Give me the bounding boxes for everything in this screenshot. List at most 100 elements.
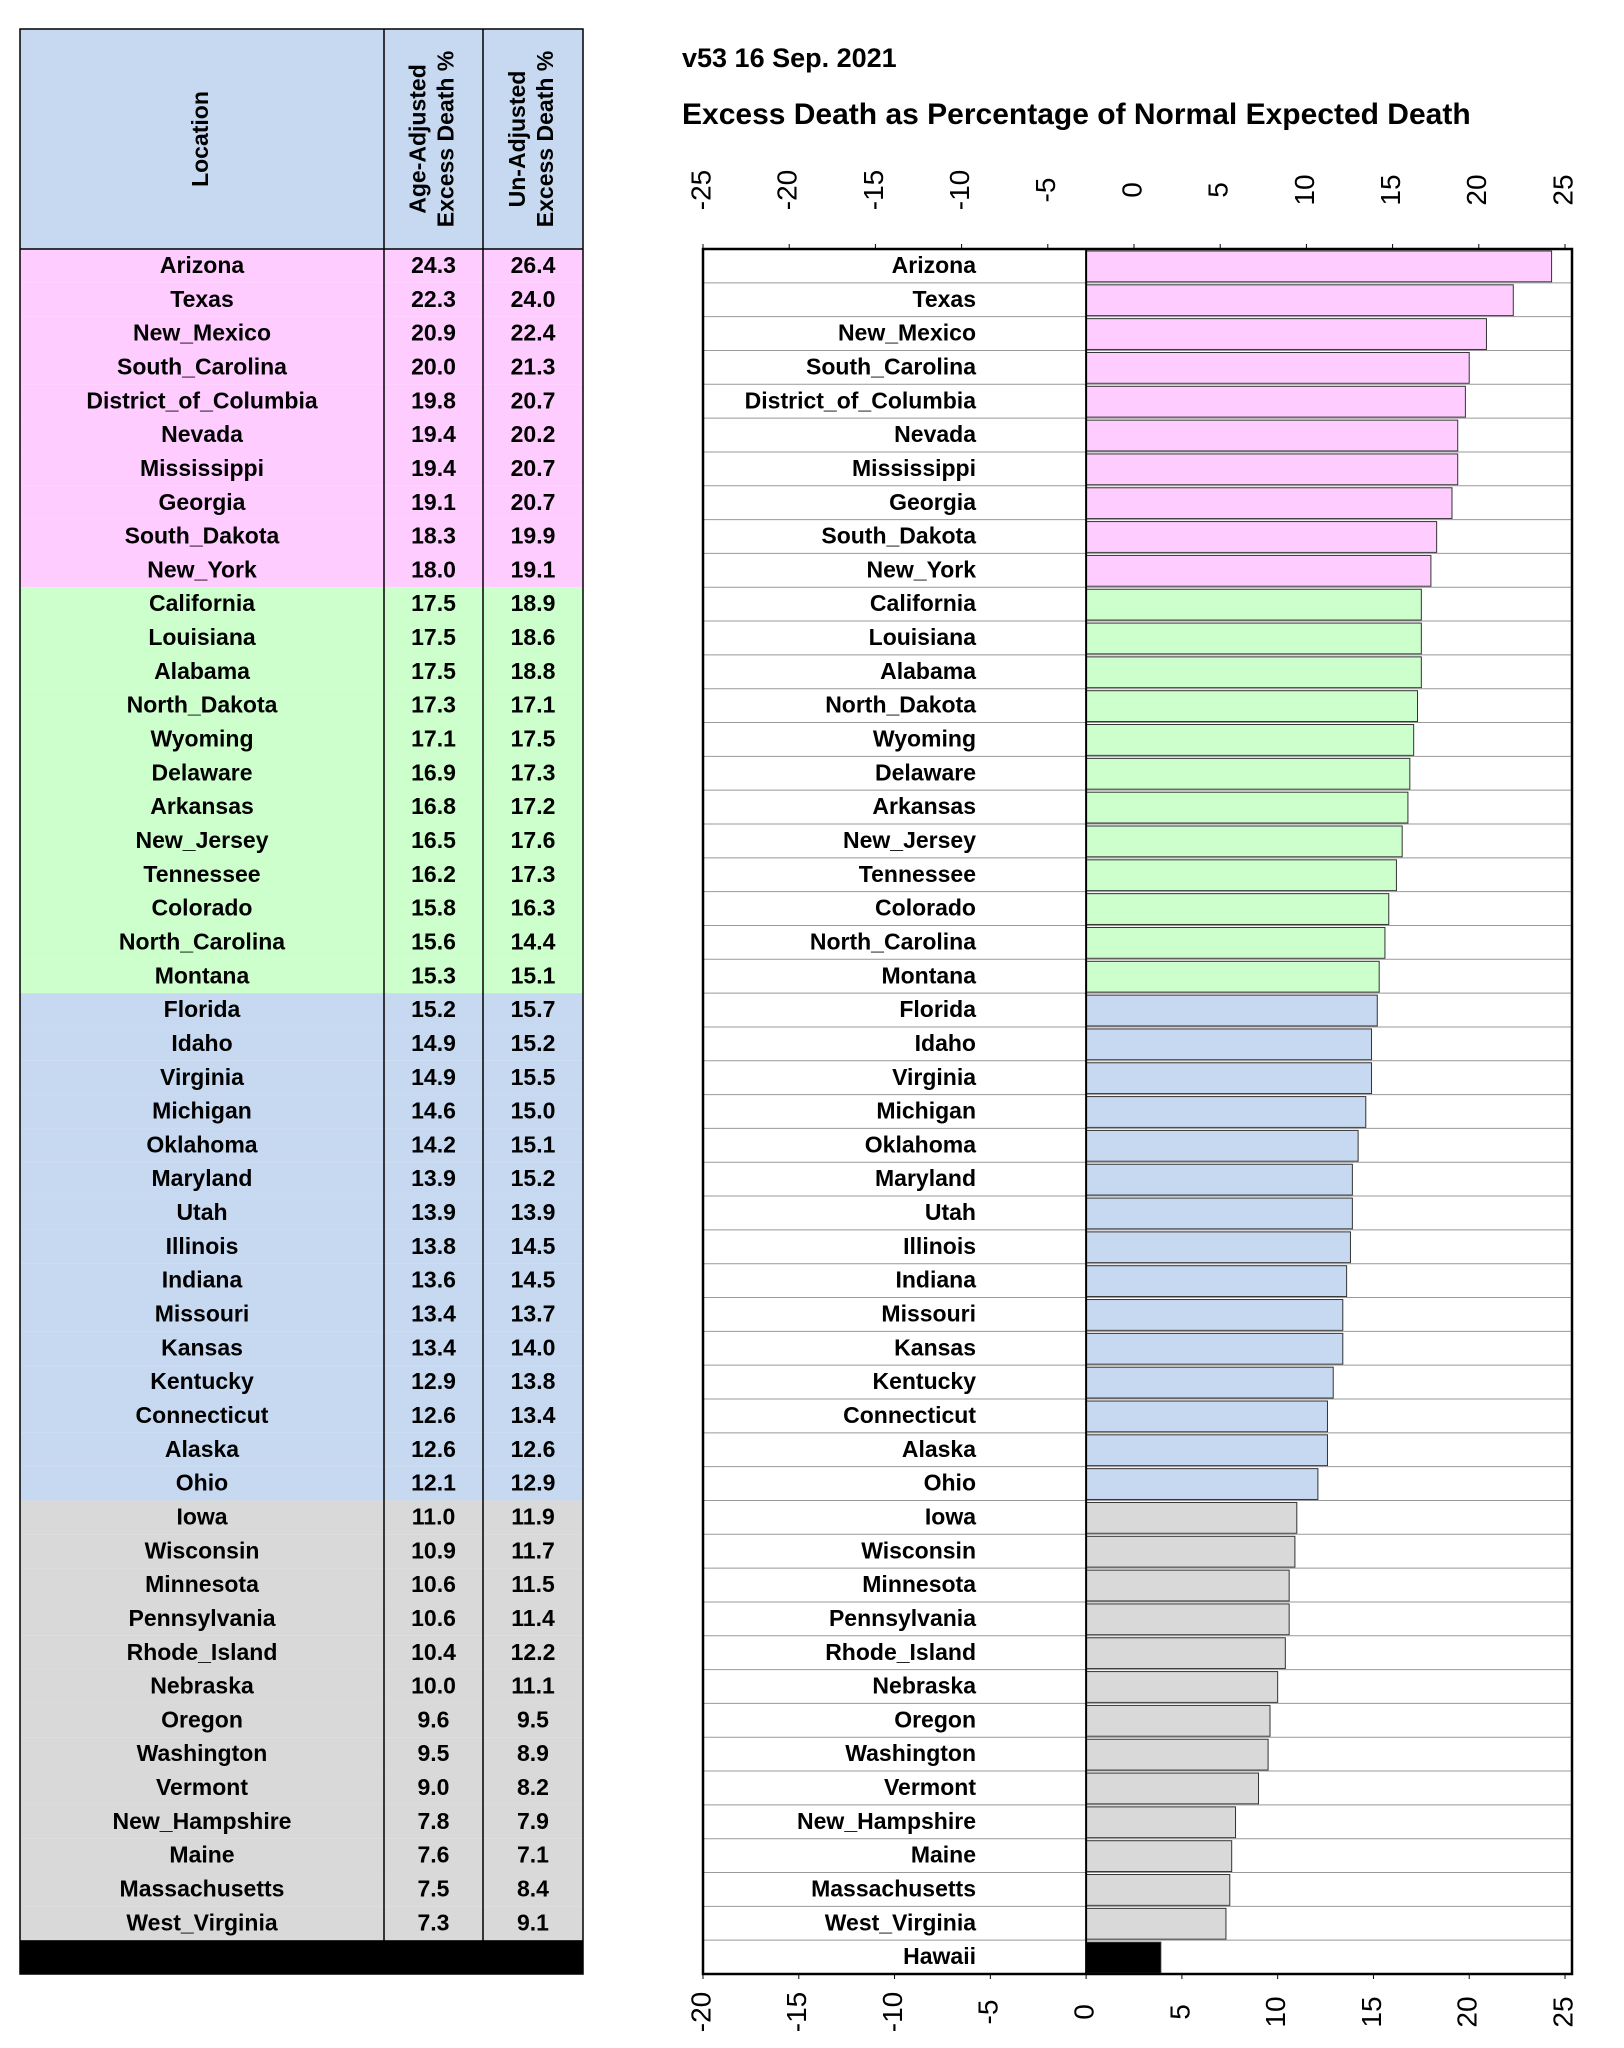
category-label: Washington [845,1740,976,1766]
table-row-bg [20,925,583,960]
category-label: Texas [912,286,976,312]
table-cell: 7.8 [418,1808,450,1834]
table-cell: 7.6 [418,1842,450,1868]
table-cell: 13.4 [511,1402,556,1428]
category-label: New_York [866,556,976,582]
table-cell: Alaska [165,1436,239,1462]
bar [1085,318,1487,350]
bar [1085,385,1466,418]
bar [1085,1265,1348,1298]
table-cell: Oklahoma [146,1131,257,1157]
table-cell: 12.9 [411,1368,456,1394]
table-cell: 3.9 [418,1943,450,1969]
table-cell: 15.7 [511,996,556,1022]
table-cell: 16.2 [411,861,456,887]
category-label: Nebraska [872,1673,976,1699]
bar [1085,1400,1328,1433]
table-row-bg [20,1906,583,1941]
x2-tick-label: -25 [685,170,716,210]
table-cell: Alabama [154,658,250,684]
category-label: Colorado [875,895,976,921]
category-label: Wisconsin [861,1537,976,1563]
category-label: Tennessee [859,861,976,887]
category-label: North_Dakota [825,692,976,718]
x2-tick-label: -10 [944,170,975,210]
table-cell: 10.0 [411,1673,456,1699]
table-cell: Illinois [166,1233,239,1259]
table-cell: 14.2 [411,1131,456,1157]
table-cell: 19.4 [411,421,456,447]
table-cell: 17.5 [411,624,456,650]
table-cell: 11.1 [511,1673,555,1699]
table-cell: 18.9 [511,590,556,616]
x-tick-label: 5 [1164,2004,1195,2020]
table-row-bg [20,519,583,554]
table-cell: New_Mexico [133,320,271,346]
category-label: Illinois [903,1233,976,1259]
bar [1085,825,1403,858]
table-cell: Montana [155,962,250,988]
bar [1085,1772,1260,1805]
bar [1085,1129,1359,1162]
x2-tick-label: 5 [1203,182,1234,198]
bar [1085,1637,1286,1670]
table-cell: Florida [164,996,241,1022]
category-label: New_Mexico [838,320,976,346]
table-row-bg [20,959,583,994]
table-cell: 14.0 [511,1334,556,1360]
table-row-bg [20,1162,583,1197]
x-tick-label: -5 [973,2000,1004,2025]
table-row-bg [20,993,583,1027]
bar [1085,1366,1334,1399]
table-cell: 16.8 [411,793,456,819]
table-cell: 18.3 [411,523,456,549]
table-cell: 12.6 [411,1402,456,1428]
category-label: Kansas [894,1334,976,1360]
table-cell: District_of_Columbia [86,387,318,413]
table-cell: Maine [169,1842,234,1868]
category-label: West_Virginia [825,1909,976,1935]
table-row-bg [20,824,583,858]
table-row-bg [20,1703,583,1738]
bar [1085,1501,1298,1534]
x-tick-label: 10 [1260,1996,1291,2027]
table-cell: Arkansas [150,793,254,819]
table-header: Excess Death % [532,51,558,227]
table-row-bg [20,1771,583,1805]
bar [1085,1941,1162,1974]
table-row-bg [20,1263,583,1298]
x-tick-label: -20 [685,1992,716,2032]
table-cell: 15.2 [511,1165,556,1191]
x2-tick-label: 10 [1289,174,1320,205]
table-cell: 13.4 [411,1334,456,1360]
bar [1085,1738,1269,1771]
table-border [19,28,584,1975]
bar [1085,1062,1373,1095]
x2-tick-label: 20 [1461,174,1492,205]
table-cell: 13.8 [411,1233,456,1259]
table-cell: 19.1 [411,489,456,515]
table-cell: West_Virginia [126,1909,277,1935]
category-label: Ohio [924,1470,976,1496]
bar [1085,1671,1279,1703]
table-cell: California [149,590,255,616]
table-row-bg [20,1026,583,1061]
bar [1085,1603,1290,1636]
table-cell: 18.8 [511,658,556,684]
table-cell: 11.0 [412,1503,456,1529]
bar [1085,926,1386,959]
bar [1085,284,1514,317]
table-cell: Rhode_Island [127,1639,278,1665]
table-row-bg [20,1229,583,1264]
category-label: Wyoming [873,726,976,752]
table-header: Location [187,91,213,187]
table-row-bg [20,384,583,419]
table-cell: Ohio [176,1470,228,1496]
category-label: Hawaii [903,1943,976,1969]
bar [1085,791,1409,824]
table-cell: 12.9 [511,1470,556,1496]
bar [1085,588,1422,621]
table-cell: Utah [176,1199,227,1225]
table-cell: 10.6 [411,1571,456,1597]
